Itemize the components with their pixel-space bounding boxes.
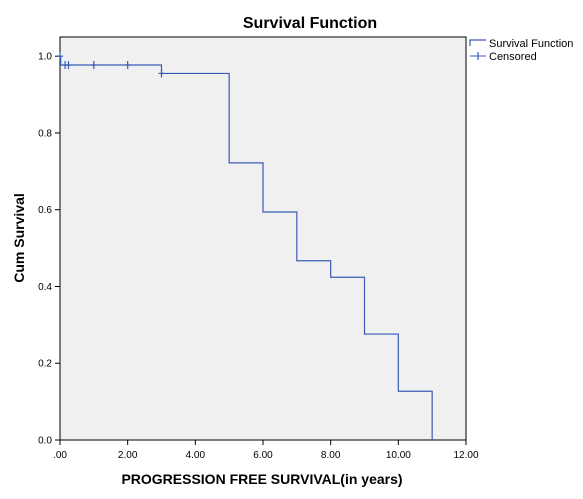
x-tick-label: 10.00 <box>386 450 411 461</box>
x-tick-label: 12.00 <box>453 450 478 461</box>
x-tick-label: 4.00 <box>186 450 206 461</box>
series-layer <box>60 55 433 440</box>
y-axis-label: Cum Survival <box>11 193 27 282</box>
chart-title: Survival Function <box>243 15 377 32</box>
y-tick-label: 0.6 <box>38 205 52 216</box>
y-tick-label: 0.0 <box>38 436 52 447</box>
x-tick-label: 6.00 <box>253 450 273 461</box>
x-axis-ticks: .00 2.00 4.00 6.00 8.00 10.00 12.00 <box>53 440 479 461</box>
censored-mark <box>158 69 165 78</box>
censored-mark <box>90 61 97 70</box>
legend-survival-swatch <box>469 39 486 46</box>
y-tick-label: 0.2 <box>38 359 52 370</box>
y-tick-label: 0.8 <box>38 128 52 139</box>
x-tick-label: 2.00 <box>118 450 138 461</box>
plot-area <box>59 36 467 441</box>
x-tick-label: 8.00 <box>321 450 341 461</box>
y-tick-label: 0.4 <box>38 282 52 293</box>
y-tick-label: 1.0 <box>38 52 52 63</box>
legend: Survival Function Censored <box>469 38 573 63</box>
legend-censored-label: Censored <box>489 51 537 63</box>
censored-mark <box>57 52 63 61</box>
x-tick-label: .00 <box>53 450 67 461</box>
legend-survival-label: Survival Function <box>489 38 573 50</box>
censor-marks <box>57 52 165 78</box>
y-axis-ticks: 0.0 0.2 0.4 0.6 0.8 1.0 <box>38 52 60 447</box>
censored-mark <box>124 61 131 70</box>
survival-function-line <box>60 55 433 440</box>
x-axis-label: PROGRESSION FREE SURVIVAL(in years) <box>121 471 402 487</box>
censored-mark <box>65 61 72 70</box>
